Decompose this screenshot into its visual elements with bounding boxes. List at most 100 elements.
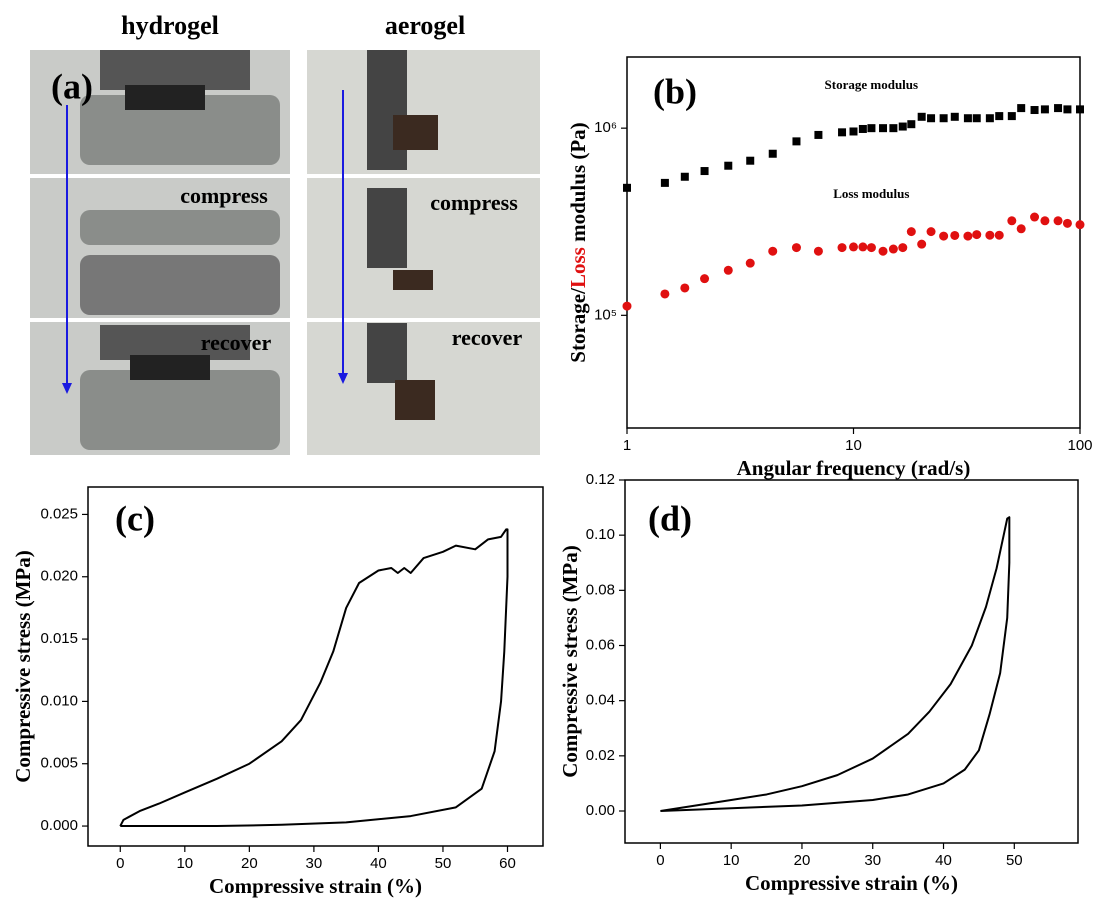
x-tick-label: 30 [864, 852, 881, 869]
point [1007, 216, 1017, 226]
x-tick-label: 10 [845, 437, 862, 454]
y-tick-label: 0.020 [40, 568, 78, 585]
point [939, 231, 949, 241]
point [1016, 224, 1026, 234]
y-tick-label: 0.06 [586, 636, 615, 653]
x-tick-label: 50 [435, 855, 452, 872]
point [746, 156, 755, 165]
x-tick-label: 50 [1006, 852, 1023, 869]
point [898, 243, 908, 253]
step-label: recover [452, 325, 523, 350]
x-tick-label: 20 [794, 852, 811, 869]
curve [119, 528, 509, 828]
point [972, 114, 981, 123]
point [858, 242, 868, 252]
x-tick-label: 40 [370, 855, 387, 872]
y-axis-label: Compressive stress (MPa) [558, 545, 582, 778]
x-axis-label: Angular frequency (rad/s) [737, 456, 971, 480]
y-tick-label: 0.010 [40, 692, 78, 709]
point [917, 112, 926, 121]
x-axis-label: Compressive strain (%) [209, 874, 422, 898]
point [745, 258, 755, 268]
point [791, 243, 801, 253]
point [813, 246, 823, 256]
panel-label: (c) [115, 498, 155, 538]
y-tick-label: 0.12 [586, 471, 615, 488]
plot-frame [624, 479, 1079, 844]
point [1054, 104, 1063, 113]
step-label: compress [180, 183, 268, 208]
step-label: recover [201, 330, 272, 355]
x-tick-label: 30 [306, 855, 323, 872]
y-tick-label: 0.08 [586, 581, 615, 598]
x-tick-label: 0 [116, 855, 124, 872]
x-axis-label: Compressive strain (%) [745, 871, 958, 895]
x-tick-label: 10 [176, 855, 193, 872]
point [660, 178, 669, 187]
point [680, 172, 689, 181]
point [939, 114, 948, 123]
point [1075, 220, 1085, 230]
step-label: compress [430, 190, 518, 215]
x-tick-label: 60 [499, 855, 516, 872]
series-annotation: Loss modulus [833, 186, 909, 201]
y-axis-label-part: Storage/ [566, 287, 590, 363]
column-label: hydrogel [121, 11, 219, 40]
point [963, 114, 972, 123]
point [866, 243, 876, 253]
point [1017, 104, 1026, 113]
point [867, 124, 876, 133]
point [1076, 105, 1084, 114]
point [888, 244, 898, 254]
press-shapes [80, 50, 280, 450]
point [926, 227, 936, 237]
y-tick-label: 0.025 [40, 505, 78, 522]
point [1040, 216, 1050, 226]
y-tick-label: 0.005 [40, 755, 78, 772]
point [1030, 106, 1039, 115]
series-annotation: Storage modulus [825, 77, 919, 92]
point [849, 242, 858, 252]
point [1040, 105, 1049, 114]
y-axis-label: Compressive stress (MPa) [11, 550, 35, 783]
point [660, 289, 670, 299]
point [1053, 216, 1063, 226]
point [995, 112, 1004, 121]
point [680, 283, 690, 293]
x-tick-label: 40 [935, 852, 952, 869]
point [623, 183, 631, 192]
point [963, 231, 973, 241]
point [849, 127, 858, 136]
point [950, 112, 959, 121]
y-tick-label: 10⁵ [594, 306, 617, 323]
column-label: aerogel [385, 11, 465, 40]
point [837, 243, 847, 253]
point [838, 128, 847, 137]
x-tick-label: 10 [723, 852, 740, 869]
x-tick-label: 20 [241, 855, 258, 872]
y-tick-label: 0.02 [586, 747, 615, 764]
y-tick-label: 0.000 [40, 817, 78, 834]
plot-frame [87, 486, 544, 847]
y-tick-label: 10⁶ [594, 119, 617, 136]
point [917, 239, 927, 249]
point [792, 137, 801, 146]
y-tick-label: 0.00 [586, 802, 615, 819]
point [889, 124, 898, 133]
point [907, 120, 916, 129]
point [1063, 105, 1072, 114]
point [724, 161, 733, 170]
point [1030, 212, 1040, 222]
point [898, 122, 907, 131]
y-tick-label: 0.04 [586, 692, 615, 709]
y-tick-label: 0.015 [40, 630, 78, 647]
y-axis-label-part: Loss [566, 247, 590, 288]
x-tick-label: 1 [623, 437, 631, 454]
point [972, 230, 982, 240]
point [700, 274, 710, 284]
point [814, 130, 823, 139]
point [700, 167, 709, 176]
point [985, 114, 994, 123]
point [927, 114, 936, 123]
